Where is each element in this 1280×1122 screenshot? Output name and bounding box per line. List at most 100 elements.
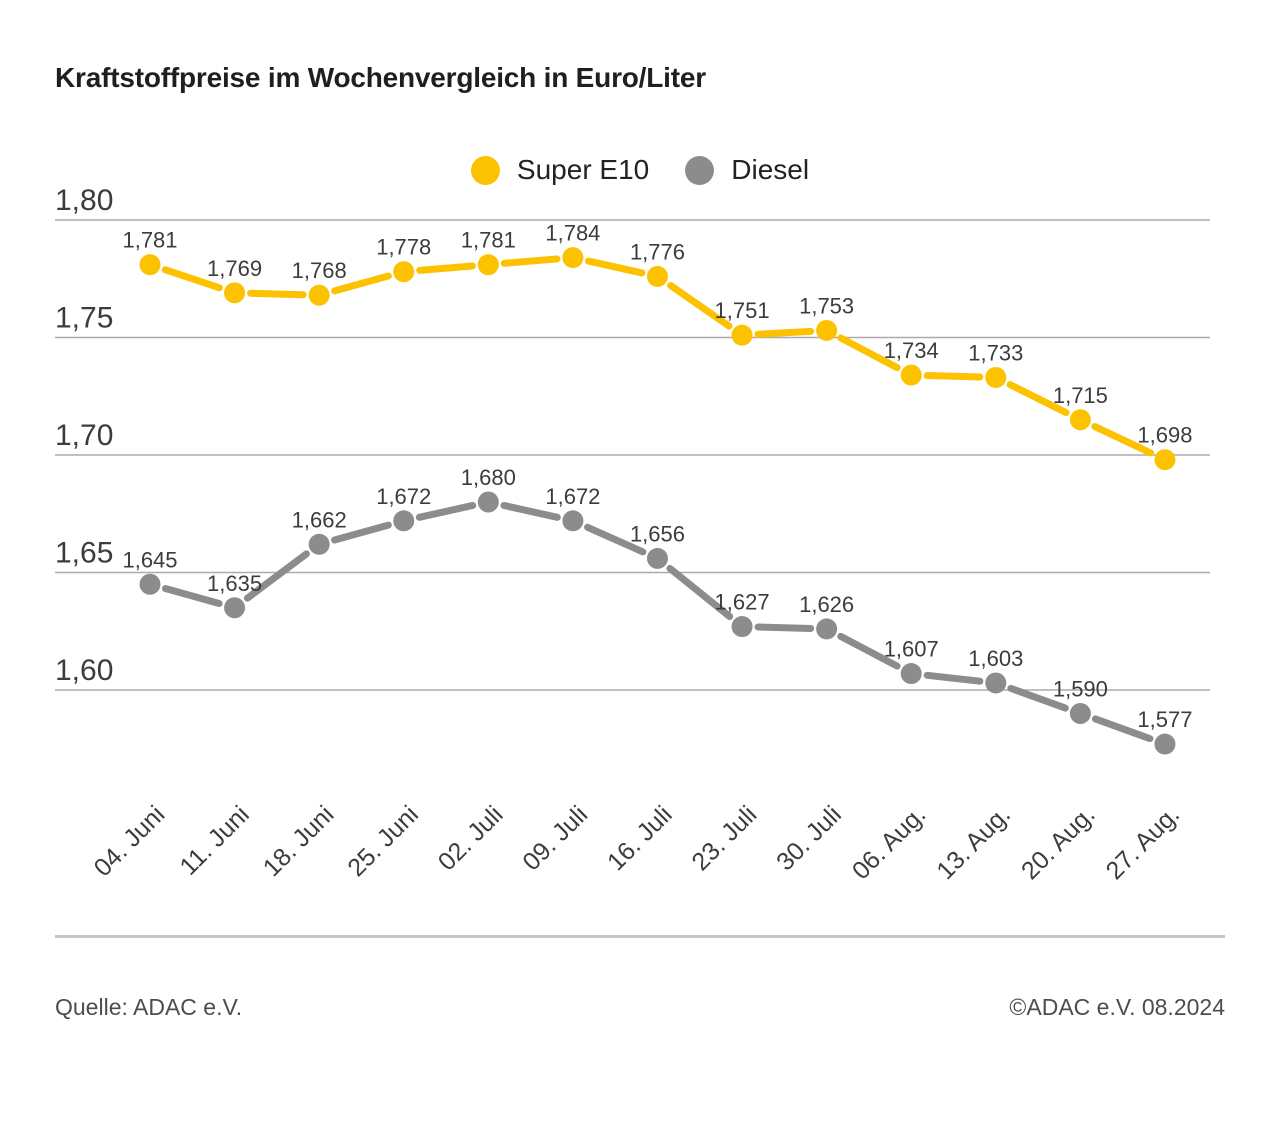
data-point [646, 265, 668, 287]
x-tick-label: 23. Juli [686, 800, 762, 876]
y-tick-label: 1,70 [55, 419, 113, 452]
data-point [900, 364, 922, 386]
y-tick-label: 1,60 [55, 654, 113, 687]
data-point-label: 1,733 [968, 340, 1023, 365]
line-segment [161, 585, 223, 607]
series-diesel: 1,645 1,635 1,662 1,672 1,680 1,672 1,656 1,627… [122, 465, 1192, 755]
data-point-label: 1,607 [884, 637, 939, 662]
line-segment [666, 564, 734, 621]
data-point-label: 1,627 [715, 590, 770, 615]
x-tick-label: 16. Juli [602, 800, 678, 876]
line-segment [331, 521, 392, 544]
legend-item-diesel: Diesel [685, 154, 809, 186]
line-segment [837, 334, 901, 372]
data-point [1069, 703, 1091, 724]
x-tick-label: 25. Juni [342, 800, 424, 882]
line-segment [331, 272, 392, 295]
line-segment [247, 289, 307, 299]
data-point-label: 1,626 [799, 592, 854, 617]
data-point [477, 491, 499, 513]
line-segment [1091, 715, 1154, 743]
data-point [224, 282, 246, 304]
data-point [308, 284, 330, 306]
line-segment [923, 372, 984, 381]
data-point-label: 1,778 [376, 235, 431, 260]
data-point-label: 1,698 [1137, 423, 1192, 448]
legend-item-super-e10: Super E10 [470, 154, 650, 186]
data-point [139, 573, 161, 595]
data-point-label: 1,751 [715, 298, 770, 323]
x-tick-label: 11. Juni [174, 800, 254, 880]
data-point [308, 533, 330, 555]
data-point-label: 1,769 [207, 256, 262, 281]
line-segment [584, 523, 647, 556]
line-segment [1091, 423, 1154, 457]
x-tick-label: 09. Juli [517, 800, 593, 876]
data-point-label: 1,768 [292, 258, 347, 283]
data-point-label: 1,635 [207, 571, 262, 596]
data-point [900, 663, 922, 685]
line-segment [837, 632, 901, 670]
data-point-label: 1,715 [1053, 383, 1108, 408]
legend-marker-diesel [685, 155, 715, 185]
data-point-label: 1,662 [292, 507, 347, 532]
data-point [646, 547, 668, 569]
series-super-e10: 1,781 1,769 1,768 1,778 1,781 1,784 1,776 1,751… [122, 221, 1192, 471]
line-segment [161, 266, 223, 292]
line-segment [754, 623, 815, 632]
line-segment [754, 327, 815, 338]
legend-label-diesel: Diesel [731, 154, 810, 185]
legend-marker-super-e10 [470, 155, 500, 185]
x-tick-label: 30. Juli [771, 800, 847, 876]
data-point [985, 672, 1007, 694]
data-point [731, 616, 753, 638]
data-point [731, 324, 753, 346]
data-point-label: 1,753 [799, 293, 854, 318]
data-point [985, 366, 1007, 388]
x-tick-label: 02. Juli [433, 800, 509, 876]
line-segment [500, 501, 561, 521]
data-point-label: 1,645 [122, 547, 177, 572]
line-segment [1006, 381, 1070, 417]
line-segment [923, 671, 984, 685]
data-point-label: 1,781 [122, 228, 177, 253]
data-point [139, 254, 161, 276]
legend: Super E10 Diesel [0, 154, 1280, 186]
data-point-label: 1,781 [461, 228, 516, 253]
data-point [816, 319, 838, 341]
data-point-label: 1,672 [545, 484, 600, 509]
data-point [224, 597, 246, 619]
x-tick-label: 20. Aug. [1016, 800, 1101, 885]
data-point-label: 1,577 [1137, 707, 1192, 732]
data-point [1154, 449, 1176, 471]
line-segment [1007, 684, 1069, 712]
data-point [562, 247, 584, 269]
legend-label-super-e10: Super E10 [516, 154, 650, 185]
x-tick-label: 06. Aug. [847, 800, 932, 885]
line-segment [415, 501, 477, 521]
line-segment [243, 550, 310, 602]
chart-title: Kraftstoffpreise im Wochenvergleich in E… [55, 62, 706, 93]
line-segment [667, 282, 733, 330]
y-tick-label: 1,65 [55, 537, 113, 570]
data-point [562, 510, 584, 532]
x-tick-label: 18. Juni [258, 800, 340, 882]
data-point-label: 1,734 [884, 338, 939, 363]
copyright-note: ©ADAC e.V. 08.2024 [1009, 994, 1225, 1020]
y-tick-label: 1,75 [55, 302, 113, 335]
line-segment [416, 262, 476, 274]
data-point-label: 1,590 [1053, 677, 1108, 702]
y-axis-labels: 1,80 1,75 1,70 1,65 1,60 [55, 184, 113, 687]
footer-divider [55, 935, 1225, 938]
data-point [1154, 733, 1176, 755]
x-tick-label: 13. Aug. [931, 800, 1016, 885]
y-gridlines [55, 219, 1210, 691]
line-segment [500, 255, 561, 267]
data-point-label: 1,603 [968, 646, 1023, 671]
data-point [477, 254, 499, 276]
data-point-label: 1,656 [630, 521, 685, 546]
y-tick-label: 1,80 [55, 184, 113, 217]
x-tick-label: 04. Juni [89, 800, 171, 882]
